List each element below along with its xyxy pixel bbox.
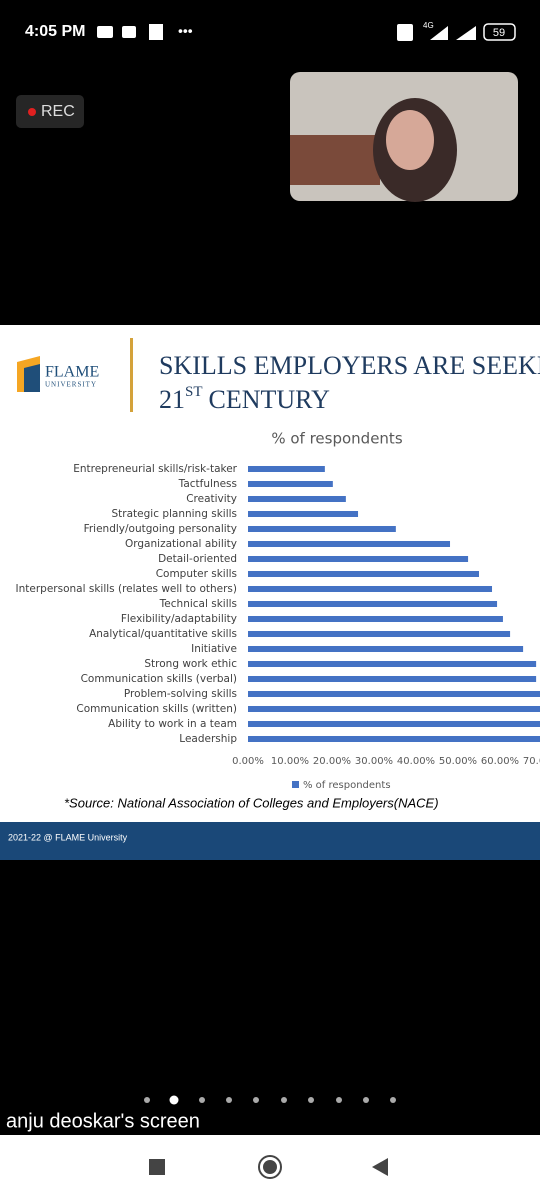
- icon: [122, 26, 136, 38]
- bar: [248, 526, 396, 532]
- x-tick-label: 40.00%: [397, 756, 435, 767]
- bar: [248, 691, 540, 697]
- back-button[interactable]: [372, 1158, 388, 1176]
- page-dot[interactable]: [308, 1097, 314, 1103]
- page-dots: [144, 1095, 396, 1105]
- x-tick-label: 10.00%: [271, 756, 309, 767]
- y-tick-label: Detail-oriented: [158, 553, 237, 565]
- y-tick-label: Strategic planning skills: [112, 508, 237, 520]
- y-tick-label: Leadership: [179, 733, 237, 745]
- logo-name: FLAME: [45, 364, 99, 381]
- y-tick-label: Tactfulness: [178, 478, 237, 490]
- icon: [149, 24, 163, 40]
- y-tick-label: Communication skills (verbal): [81, 673, 237, 685]
- divider: [130, 338, 133, 412]
- clock: 4:05 PM: [25, 23, 85, 40]
- network-type: 4G: [423, 21, 434, 30]
- volte-icon: [397, 24, 413, 41]
- y-tick-label: Computer skills: [156, 568, 237, 580]
- bar: [248, 721, 540, 727]
- bar: [248, 631, 511, 637]
- bar: [248, 661, 537, 667]
- x-tick-label: 30.00%: [355, 756, 393, 767]
- x-tick-label: 20.00%: [313, 756, 351, 767]
- page-dot[interactable]: [336, 1097, 342, 1103]
- page-dot[interactable]: [281, 1097, 287, 1103]
- slide-title: 21ST CENTURY: [159, 384, 330, 414]
- page-dot[interactable]: [363, 1097, 369, 1103]
- bar: [248, 556, 469, 562]
- y-tick-label: Friendly/outgoing personality: [84, 523, 237, 535]
- x-tick-label: 60.00%: [481, 756, 519, 767]
- x-tick-label: 70.00%: [523, 756, 540, 767]
- footer-text: 2021-22 @ FLAME University: [8, 832, 128, 842]
- slide-title: SKILLS EMPLOYERS ARE SEEKING IN THE: [159, 351, 540, 380]
- more-icon: •••: [178, 23, 193, 39]
- y-tick-label: Problem-solving skills: [124, 688, 237, 700]
- page-dot[interactable]: [253, 1097, 259, 1103]
- y-tick-label: Analytical/quantitative skills: [89, 628, 237, 640]
- battery-level: 59: [493, 27, 505, 39]
- bar: [248, 511, 359, 517]
- page-dot[interactable]: [226, 1097, 232, 1103]
- source-note: *Source: National Association of College…: [64, 795, 439, 810]
- y-tick-label: Ability to work in a team: [108, 718, 237, 730]
- slide: FLAME UNIVERSITY SKILLS EMPLOYERS ARE SE…: [0, 325, 540, 860]
- bar: [248, 601, 498, 607]
- battery: [483, 23, 516, 41]
- y-tick-label: Entrepreneurial skills/risk-taker: [73, 463, 237, 475]
- legend-swatch: [292, 781, 299, 788]
- bar: [248, 736, 540, 742]
- screen-owner: anju deoskar's screen: [6, 1110, 200, 1132]
- bar: [248, 676, 537, 682]
- y-tick-label: Flexibility/adaptability: [121, 613, 237, 625]
- page-dot-active[interactable]: [169, 1095, 179, 1105]
- recents-button[interactable]: [149, 1159, 165, 1175]
- bar: [248, 571, 479, 577]
- slide-footer: [0, 822, 540, 860]
- bar: [248, 616, 503, 622]
- rec-label: REC: [41, 103, 75, 120]
- page-dot[interactable]: [144, 1097, 150, 1103]
- y-tick-label: Communication skills (written): [76, 703, 237, 715]
- y-tick-label: Creativity: [186, 493, 237, 505]
- signal-icon: [430, 26, 448, 40]
- rec-dot: [28, 108, 36, 116]
- y-tick-label: Strong work ethic: [144, 658, 237, 670]
- bar: [248, 586, 493, 592]
- x-tick-label: 0.00%: [232, 756, 264, 767]
- chart: 0.00% 10.00% 20.00% 30.00% 40.00% 50.00% 60.00…: [16, 463, 540, 791]
- page-dot[interactable]: [199, 1097, 205, 1103]
- logo-mark: [24, 364, 40, 392]
- home-button-inner: [263, 1160, 277, 1174]
- rec-badge: [16, 95, 84, 128]
- y-tick-label: Interpersonal skills (relates well to ot…: [16, 583, 237, 595]
- page-dot[interactable]: [390, 1097, 396, 1103]
- bar: [248, 466, 325, 472]
- bar: [248, 706, 540, 712]
- y-tick-label: Organizational ability: [125, 538, 237, 550]
- icon: [97, 26, 113, 38]
- bar: [248, 481, 333, 487]
- x-tick-label: 50.00%: [439, 756, 477, 767]
- y-tick-label: Technical skills: [159, 598, 237, 610]
- chart-title: % of respondents: [271, 430, 402, 448]
- signal-icon: [456, 26, 476, 40]
- video-face: [386, 110, 434, 170]
- video-bookshelf: [290, 135, 380, 185]
- y-tick-label: Initiative: [191, 643, 237, 655]
- bar: [248, 496, 346, 502]
- logo-sub: UNIVERSITY: [45, 381, 97, 389]
- bar: [248, 541, 451, 547]
- home-button[interactable]: [258, 1155, 282, 1179]
- legend-label: % of respondents: [303, 780, 391, 791]
- bar: [248, 646, 524, 652]
